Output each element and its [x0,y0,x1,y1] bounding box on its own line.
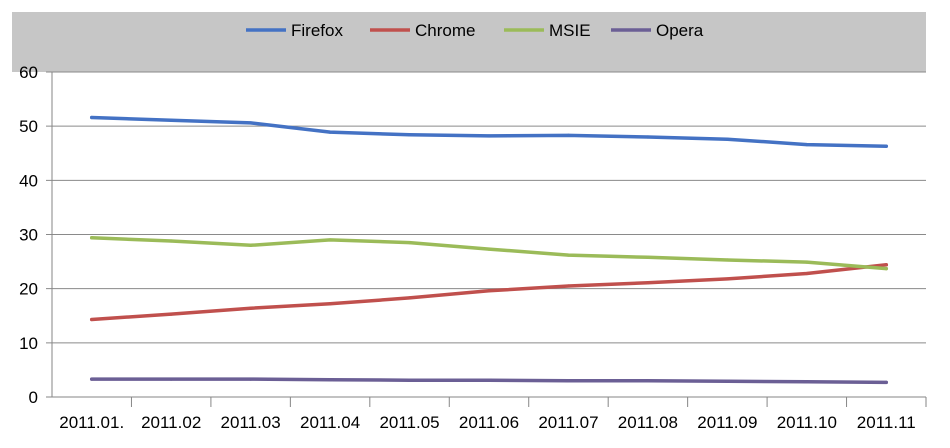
data-point-chrome [249,306,253,310]
data-point-opera [90,377,94,381]
data-point-opera [805,380,809,384]
data-point-firefox [407,133,412,137]
series-opera [89,377,889,385]
y-tick-label: 10 [19,334,38,353]
data-point-chrome [169,312,173,316]
legend-item-firefox: Firefox [246,21,343,40]
series-chrome [89,263,889,322]
y-tick-label: 20 [19,280,38,299]
data-point-msie [805,260,809,264]
gridlines [46,71,926,398]
legend: Firefox Chrome MSIE Opera [246,21,704,40]
data-point-firefox [725,137,729,141]
x-tick-label: 2011.08 [618,413,678,432]
data-point-opera [487,378,491,382]
legend-item-chrome: Chrome [370,21,475,40]
data-point-chrome [646,281,650,285]
data-point-chrome [90,317,94,322]
data-point-firefox [249,121,253,125]
data-point-firefox [328,130,332,134]
data-point-chrome [725,277,729,281]
data-point-opera [169,377,173,381]
y-tick-label: 40 [19,171,38,190]
x-tick-label: 2011.03 [221,413,281,432]
x-tick-label: 2011.10 [777,413,837,432]
data-point-opera [328,378,332,382]
data-point-msie [328,238,332,242]
x-tick-label: 2011.02 [141,413,201,432]
series-lines [89,115,889,385]
data-point-msie [725,258,729,262]
x-tick-label: 2011.06 [459,413,519,432]
legend-band [12,12,926,72]
data-point-msie [566,253,571,257]
legend-item-msie: MSIE [504,21,591,40]
series-firefox [89,115,889,148]
data-point-opera [407,378,412,382]
data-point-firefox [566,133,571,137]
data-point-firefox [884,144,888,148]
x-tick-label: 2011.07 [538,413,598,432]
x-tick-label: 2011.01. [59,413,124,432]
y-tick-label: 30 [19,226,38,245]
x-tick-label: 2011.04 [300,413,360,432]
data-point-opera [646,379,650,383]
x-tick-label: 2011.05 [379,413,439,432]
legend-label-firefox: Firefox [291,21,343,40]
data-point-opera [884,380,888,384]
data-point-firefox [805,142,809,147]
data-point-msie [90,236,94,240]
data-point-msie [646,255,650,259]
data-point-msie [487,247,491,251]
data-point-opera [725,379,729,383]
x-category-dividers [51,72,927,407]
y-tick-label: 50 [19,117,38,136]
data-point-firefox [646,135,650,139]
legend-label-opera: Opera [656,21,704,40]
data-point-msie [884,267,888,271]
y-tick-label: 60 [19,63,38,82]
data-point-chrome [884,263,888,267]
data-point-msie [169,239,173,243]
legend-item-opera: Opera [611,21,704,40]
legend-label-msie: MSIE [549,21,591,40]
data-point-chrome [566,284,571,288]
legend-label-chrome: Chrome [415,21,475,40]
data-point-firefox [90,115,94,120]
data-point-chrome [805,271,809,276]
data-point-firefox [487,134,491,138]
data-point-opera [566,379,571,383]
x-tick-label: 2011.11 [857,413,916,432]
data-point-opera [249,377,253,381]
data-point-chrome [328,302,332,306]
data-point-chrome [487,289,491,293]
data-point-firefox [169,118,173,122]
y-tick-label: 0 [29,388,38,407]
x-axis-ticks: 2011.01. 2011.02 2011.03 2011.04 2011.05 2011… [59,413,915,432]
data-point-chrome [407,296,412,300]
data-point-msie [249,243,253,247]
data-point-msie [407,241,412,245]
y-axis-ticks: 0 10 20 30 40 50 60 [19,63,38,407]
x-tick-label: 2011.09 [697,413,757,432]
series-msie [89,236,889,271]
